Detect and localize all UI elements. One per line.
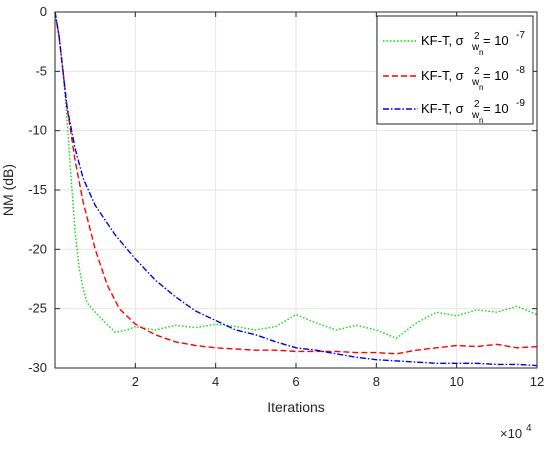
x-tick-label: 12: [530, 374, 544, 389]
legend-label-sub: w: [471, 42, 480, 53]
legend-label-subsub: n: [479, 83, 483, 92]
legend-entry-1: KF-T, σ 2w n = 10 -7: [383, 30, 525, 57]
series-line-1: [54, 11, 538, 339]
y-tick-label: -10: [28, 123, 47, 138]
legend-box: [376, 15, 534, 125]
legend-label-main: KF-T, σ: [421, 68, 464, 83]
series-line-2: [54, 11, 538, 355]
y-tick-label: -20: [28, 241, 47, 256]
legend-label-subsub: n: [479, 48, 483, 57]
x-tick-label: 2: [132, 374, 139, 389]
x-tick-label: 10: [449, 374, 463, 389]
legend-label-sub: w: [471, 77, 480, 88]
legend-label-eq: = 10: [483, 68, 509, 83]
grid: [55, 11, 538, 369]
y-tick-label: -5: [35, 63, 47, 78]
series-line-3: [54, 11, 538, 367]
legend-label-eq: = 10: [483, 101, 509, 116]
y-tick-label: -25: [28, 301, 47, 316]
x-tick-label: 4: [212, 374, 219, 389]
legend-label-eq: = 10: [483, 33, 509, 48]
x-exponent-base: ×10: [500, 426, 522, 441]
x-tick-label: 8: [373, 374, 380, 389]
legend-entry-3: KF-T, σ 2w n = 10 -9: [383, 98, 525, 125]
y-axis-label: NM (dB): [0, 164, 16, 216]
ticks: [55, 11, 538, 369]
y-tick-label: -15: [28, 182, 47, 197]
legend-label-exp: -8: [516, 65, 525, 76]
tick-labels: 2 4 6 8 10 12 0 -5 -10 -15 -20 -25 -30: [28, 4, 544, 389]
x-exponent-power: 4: [526, 423, 532, 434]
x-tick-label: 6: [292, 374, 299, 389]
legend-label-main: KF-T, σ: [421, 33, 464, 48]
legend: KF-T, σ 2w n = 10 -7KF-T, σ 2w n = 10 -8KF-T, …: [376, 15, 534, 125]
x-axis-label: Iterations: [267, 399, 325, 415]
legend-label-sub: w: [471, 110, 480, 121]
legend-label-exp: -7: [516, 30, 525, 41]
legend-label-main: KF-T, σ: [421, 101, 464, 116]
series-layer: [54, 11, 538, 367]
x-exponent: ×10 4: [500, 423, 532, 441]
legend-label-exp: -9: [516, 98, 525, 109]
legend-entry-2: KF-T, σ 2w n = 10 -8: [383, 65, 525, 92]
legend-label-sup: 2: [474, 66, 480, 77]
legend-label-subsub: n: [479, 116, 483, 125]
y-tick-label: 0: [40, 4, 47, 19]
y-tick-label: -30: [28, 360, 47, 375]
legend-label-sup: 2: [474, 31, 480, 42]
legend-label-sup: 2: [474, 99, 480, 110]
